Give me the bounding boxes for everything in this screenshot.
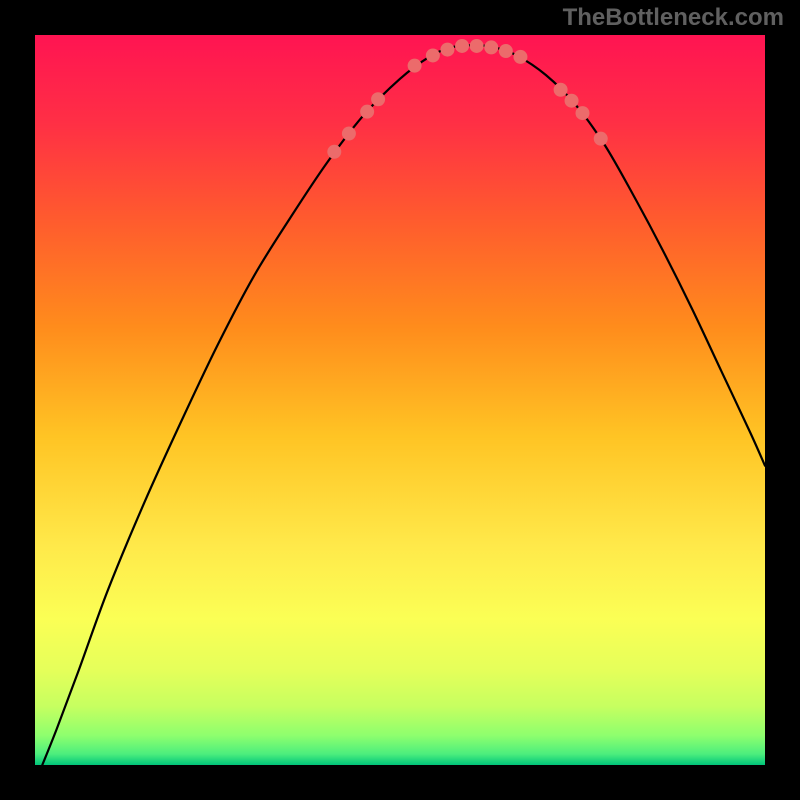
data-marker (594, 132, 608, 146)
data-marker (426, 48, 440, 62)
data-marker (455, 39, 469, 53)
data-marker (440, 43, 454, 57)
data-marker (484, 40, 498, 54)
data-marker (554, 83, 568, 97)
data-marker (499, 44, 513, 58)
data-marker (513, 50, 527, 64)
data-marker (565, 94, 579, 108)
data-marker (408, 59, 422, 73)
chart-overlay (0, 0, 800, 800)
data-marker (342, 127, 356, 141)
data-marker (371, 92, 385, 106)
data-marker (327, 145, 341, 159)
bottleneck-curve (42, 45, 765, 765)
watermark-text: TheBottleneck.com (563, 4, 784, 32)
data-marker (470, 39, 484, 53)
data-marker (576, 106, 590, 120)
data-marker (360, 105, 374, 119)
